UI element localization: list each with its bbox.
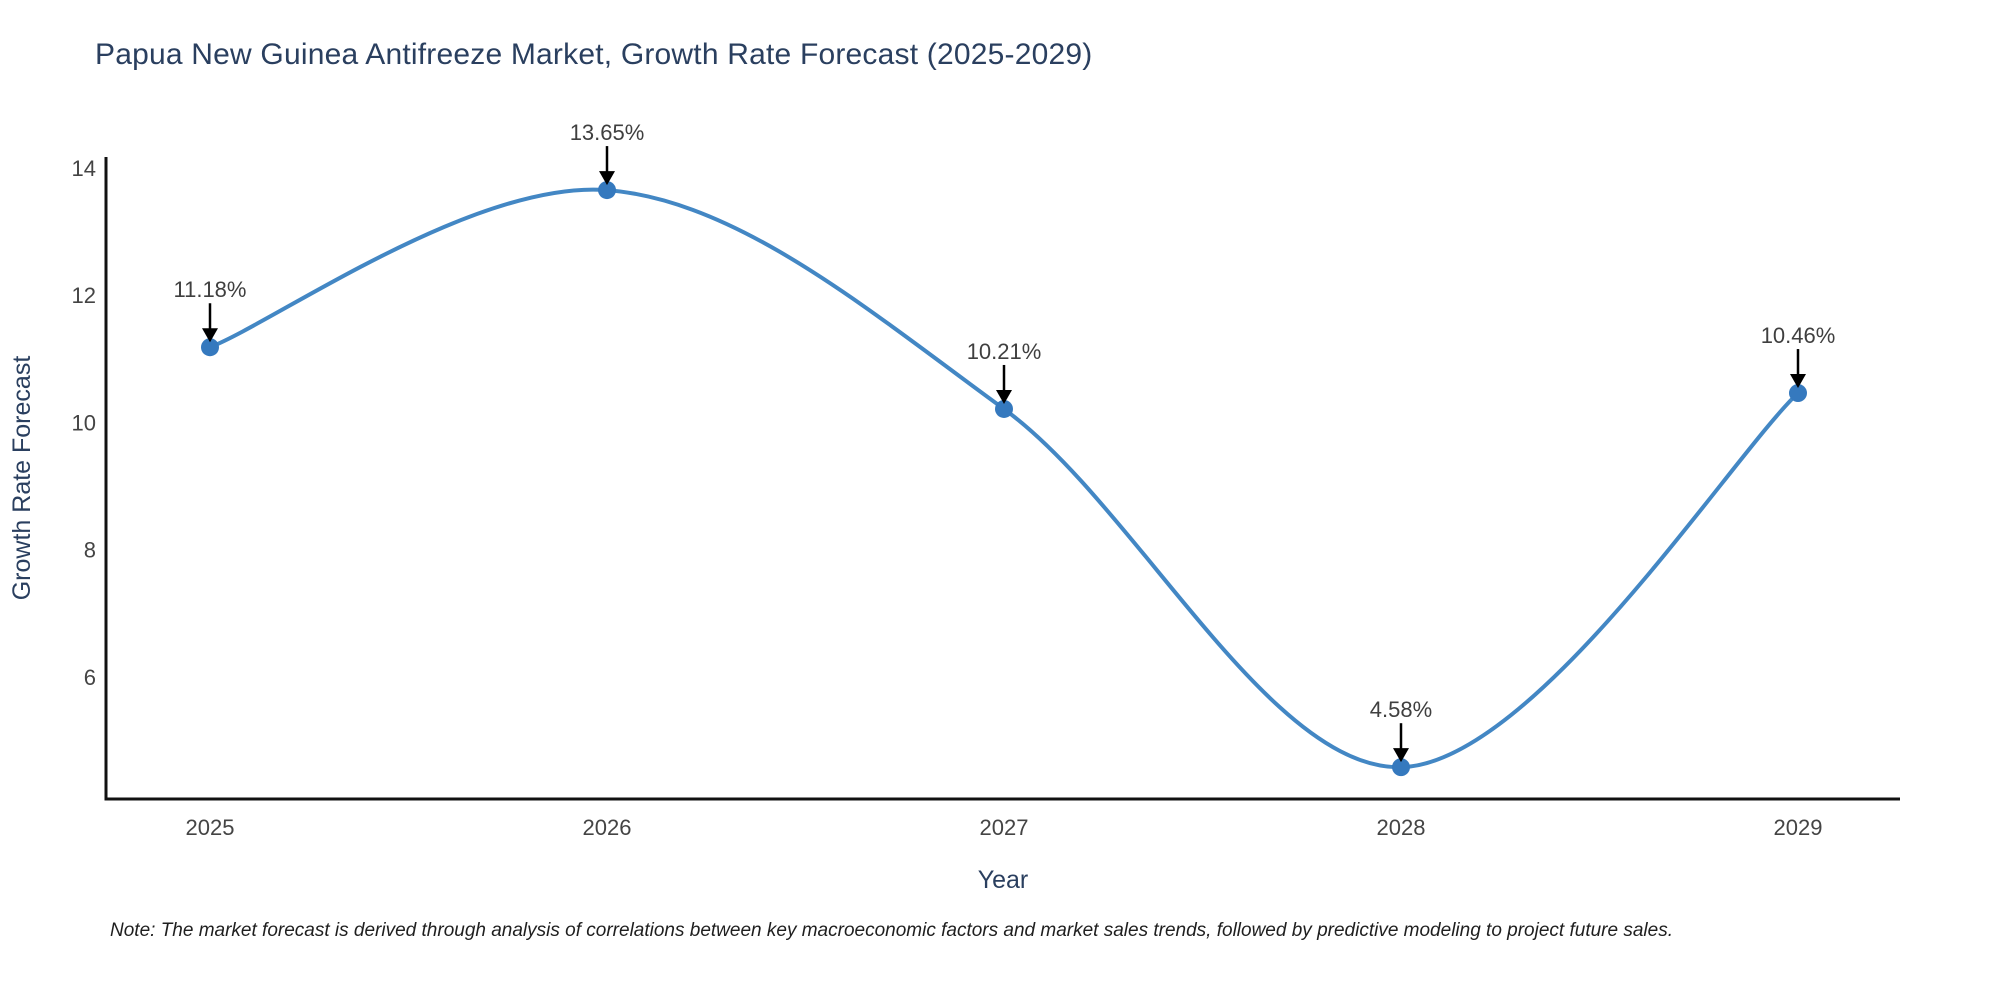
annotation-arrowhead bbox=[996, 389, 1012, 404]
x-tick-label: 2025 bbox=[186, 815, 235, 840]
point-value-label: 10.46% bbox=[1761, 323, 1836, 348]
point-value-label: 4.58% bbox=[1370, 697, 1432, 722]
data-point-2026[interactable] bbox=[598, 181, 616, 200]
y-tick-label: 12 bbox=[72, 283, 96, 308]
y-axis-title: Growth Rate Forecast bbox=[8, 356, 36, 601]
x-tick-label: 2028 bbox=[1377, 815, 1426, 840]
forecast-line bbox=[208, 187, 1800, 770]
y-tick-label: 6 bbox=[84, 665, 96, 690]
data-point-2025[interactable] bbox=[201, 338, 219, 357]
point-value-label: 10.21% bbox=[967, 339, 1042, 364]
annotation-arrowhead bbox=[599, 171, 615, 186]
point-value-label: 13.65% bbox=[570, 120, 645, 145]
x-axis-title: Year bbox=[978, 866, 1029, 894]
y-tick-label: 8 bbox=[84, 538, 96, 563]
data-point-2027[interactable] bbox=[995, 399, 1013, 418]
x-tick-label: 2026 bbox=[583, 815, 632, 840]
point-value-label: 11.18% bbox=[174, 277, 247, 302]
y-tick-label: 10 bbox=[72, 410, 96, 435]
annotation-arrowhead bbox=[202, 328, 218, 343]
data-point-2029[interactable] bbox=[1789, 384, 1807, 403]
footnote: Note: The market forecast is derived thr… bbox=[110, 920, 1673, 941]
x-tick-label: 2027 bbox=[980, 815, 1029, 840]
plot-area[interactable] bbox=[106, 157, 1900, 799]
chart-title: Papua New Guinea Antifreeze Market, Grow… bbox=[95, 38, 1093, 71]
annotation-arrowhead bbox=[1393, 748, 1409, 763]
x-tick-label: 2029 bbox=[1774, 815, 1823, 840]
annotation-arrowhead bbox=[1790, 374, 1806, 389]
data-point-2028[interactable] bbox=[1392, 758, 1410, 777]
y-tick-label: 14 bbox=[72, 156, 96, 181]
